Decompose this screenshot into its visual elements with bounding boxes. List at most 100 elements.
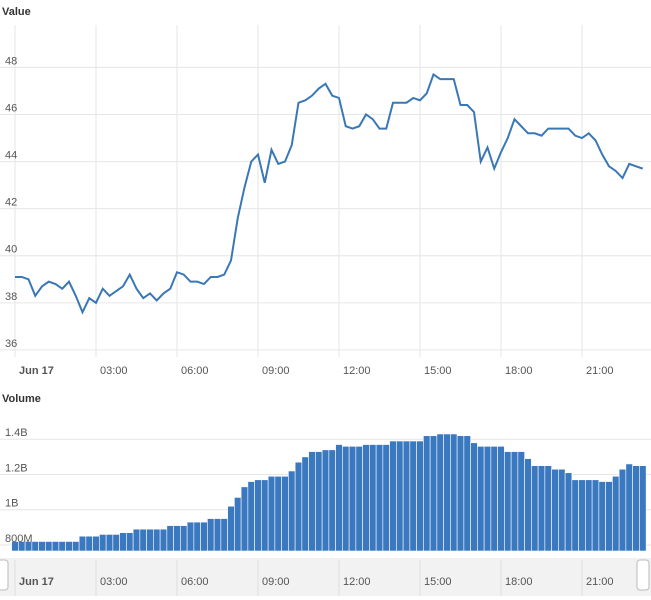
x-tick-label: 21:00 xyxy=(586,576,614,588)
volume-bar xyxy=(618,468,627,552)
volume-bar xyxy=(38,541,46,552)
volume-bar xyxy=(180,525,188,552)
volume-bar xyxy=(342,446,350,552)
x-tick-label: 03:00 xyxy=(100,365,128,377)
y-tick-label: 46 xyxy=(5,102,17,114)
x-tick-label: 21:00 xyxy=(586,365,614,377)
volume-bar xyxy=(281,475,289,552)
volume-bar xyxy=(261,479,269,552)
volume-bar xyxy=(450,433,458,552)
x-tick-label: 06:00 xyxy=(181,576,209,588)
volume-bar xyxy=(483,446,492,552)
volume-bar xyxy=(355,446,363,552)
x-tick-label: 18:00 xyxy=(505,365,533,377)
volume-bar xyxy=(639,465,647,552)
y-axis-title: Value xyxy=(2,6,31,18)
volume-bar xyxy=(625,463,633,552)
x-tick-label: 03:00 xyxy=(100,576,128,588)
volume-bar xyxy=(544,465,552,552)
volume-bar xyxy=(524,458,532,552)
x-tick-label: 06:00 xyxy=(181,365,209,377)
volume-bar xyxy=(51,541,60,552)
x-tick-label: 12:00 xyxy=(343,576,371,588)
volume-bar xyxy=(72,541,80,552)
y-tick-label: 38 xyxy=(5,291,17,303)
navigator-handle[interactable] xyxy=(636,559,650,591)
volume-bar xyxy=(186,521,195,552)
volume-bar xyxy=(477,446,485,552)
x-tick-label: 15:00 xyxy=(424,365,452,377)
volume-bar xyxy=(598,481,606,552)
volume-bar xyxy=(463,435,471,552)
x-tick-label: 09:00 xyxy=(262,576,290,588)
x-tick-label: Jun 17 xyxy=(19,365,54,377)
y-axis-title: Volume xyxy=(2,393,41,405)
volume-bar xyxy=(234,497,242,552)
volume-bar xyxy=(65,541,73,552)
y-tick-label: 42 xyxy=(5,197,17,209)
x-tick-label: 12:00 xyxy=(343,365,371,377)
volume-bar xyxy=(537,465,546,552)
volume-bar xyxy=(490,446,498,552)
x-tick-label: Jun 17 xyxy=(19,576,54,588)
volume-bar xyxy=(200,521,208,552)
volume-bar xyxy=(105,534,114,552)
x-tick-label: 15:00 xyxy=(424,576,452,588)
volume-bar xyxy=(382,444,390,552)
volume-bar xyxy=(591,479,600,552)
volume-bar xyxy=(308,451,316,552)
volume-bar xyxy=(456,435,465,552)
volume-bar xyxy=(321,449,330,552)
volume-bar xyxy=(497,446,505,552)
volume-bar xyxy=(375,444,384,552)
volume-bar xyxy=(31,541,39,552)
volume-bar xyxy=(409,440,417,552)
volume-bar xyxy=(558,468,566,552)
volume-bar xyxy=(551,468,559,552)
volume-bar xyxy=(99,534,107,552)
volume-bar xyxy=(153,528,161,552)
y-tick-label: 44 xyxy=(5,149,17,161)
volume-bar xyxy=(470,442,478,552)
volume-bar xyxy=(301,456,309,552)
volume-bar xyxy=(139,528,147,552)
volume-bar xyxy=(504,451,512,552)
volume-bar xyxy=(112,534,120,552)
volume-bar xyxy=(389,440,397,552)
volume-bar xyxy=(362,444,370,552)
volume-bar xyxy=(328,449,336,552)
volume-bar xyxy=(429,435,438,552)
volume-bar xyxy=(571,479,579,552)
volume-bar xyxy=(335,444,343,552)
y-tick-label: 48 xyxy=(5,55,17,67)
volume-bar xyxy=(517,451,525,552)
volume-bar xyxy=(132,528,141,552)
volume-bar xyxy=(510,451,519,552)
navigator-handle[interactable] xyxy=(0,559,9,591)
volume-bar xyxy=(213,518,222,552)
volume-bar xyxy=(315,451,323,552)
volume-bar xyxy=(396,440,404,552)
volume-bar xyxy=(564,472,573,552)
volume-bar xyxy=(605,481,613,552)
y-tick-label: 40 xyxy=(5,244,17,256)
volume-bar xyxy=(585,479,593,552)
volume-bar xyxy=(193,521,201,552)
volume-bar xyxy=(126,532,134,552)
volume-bar xyxy=(632,465,640,552)
volume-bar xyxy=(612,475,620,552)
volume-bar xyxy=(267,475,276,552)
volume-bar xyxy=(423,435,431,552)
volume-bar xyxy=(58,541,66,552)
volume-bar xyxy=(227,505,235,552)
volume-bar xyxy=(402,440,411,552)
volume-bar xyxy=(348,446,357,552)
volume-bar xyxy=(92,535,100,552)
volume-bar xyxy=(274,475,282,552)
volume-bar xyxy=(159,528,168,552)
volume-bar xyxy=(78,535,87,552)
y-tick-label: 36 xyxy=(5,338,17,350)
value-line xyxy=(15,72,644,315)
volume-bar xyxy=(436,433,444,552)
volume-bar xyxy=(416,440,424,552)
